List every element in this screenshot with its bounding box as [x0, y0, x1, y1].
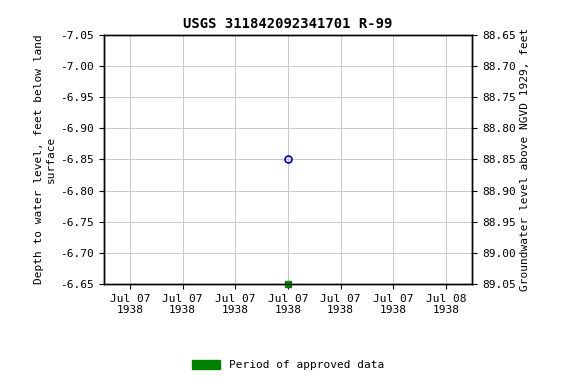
Y-axis label: Depth to water level, feet below land
surface: Depth to water level, feet below land su…	[35, 35, 56, 284]
Legend: Period of approved data: Period of approved data	[188, 356, 388, 375]
Y-axis label: Groundwater level above NGVD 1929, feet: Groundwater level above NGVD 1929, feet	[520, 28, 530, 291]
Title: USGS 311842092341701 R-99: USGS 311842092341701 R-99	[183, 17, 393, 31]
